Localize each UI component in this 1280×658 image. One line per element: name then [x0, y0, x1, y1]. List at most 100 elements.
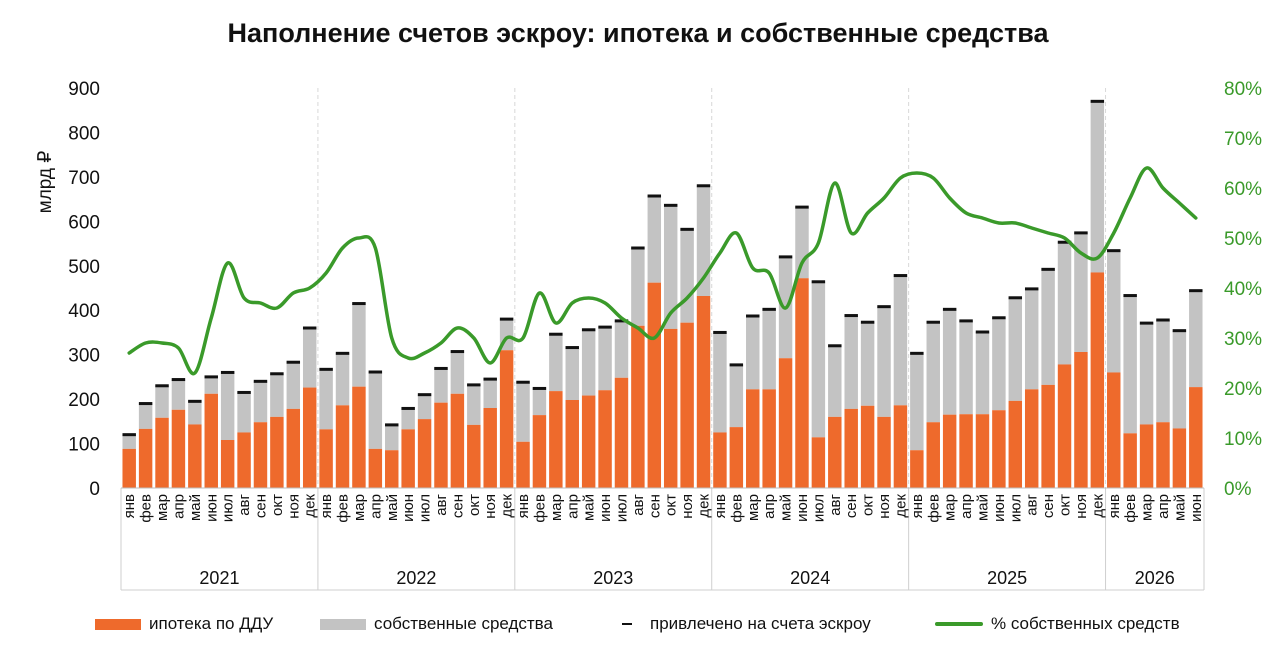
legend-item-share: % собственных средств: [935, 614, 1180, 634]
month-label: ноя: [1073, 494, 1090, 519]
bar-own: [532, 388, 547, 416]
bar-mortgage: [138, 428, 153, 488]
y-tick-left: 200: [68, 390, 100, 411]
bar-mortgage: [992, 410, 1006, 488]
bar-own: [450, 351, 465, 394]
bar-own: [746, 316, 760, 390]
bar-own: [811, 281, 826, 438]
bar-own: [598, 327, 612, 391]
month-label: янв: [515, 494, 532, 518]
bar-mortgage: [1123, 433, 1137, 488]
bar-own: [565, 347, 579, 400]
bar-mortgage: [598, 390, 612, 488]
month-label: сен: [1040, 494, 1057, 518]
bar-mortgage: [220, 440, 235, 488]
x-axis: янв фев мар апр май июн июл авг сен окт ноя дек янв ф…: [120, 487, 1205, 591]
month-label: авг: [433, 493, 450, 515]
bar-own: [1041, 269, 1055, 385]
bar-mortgage: [549, 391, 563, 488]
month-label: фев: [728, 494, 745, 523]
month-label: апр: [367, 494, 384, 519]
bar-mortgage: [352, 386, 366, 488]
bar-mortgage: [450, 393, 465, 488]
share-line-path: [127, 166, 1198, 376]
month-label: окт: [269, 494, 286, 516]
month-label: мар: [351, 494, 368, 521]
bar-mortgage: [959, 414, 973, 488]
legend-label-share: % собственных средств: [991, 614, 1180, 633]
year-label: 2024: [790, 568, 830, 588]
bar-mortgage: [188, 424, 202, 488]
y-tick-left: 400: [68, 301, 100, 322]
bar-mortgage: [565, 400, 579, 488]
month-label: июл: [417, 494, 434, 522]
bar-own: [385, 424, 399, 451]
month-label: июл: [613, 494, 630, 522]
bar-mortgage: [631, 325, 645, 488]
bar-own: [959, 320, 973, 415]
month-label: апр: [170, 494, 187, 519]
bar-mortgage: [975, 414, 990, 488]
month-label: окт: [663, 494, 680, 516]
month-label: апр: [761, 494, 778, 519]
year-label: 2026: [1135, 568, 1175, 588]
bar-own: [647, 196, 662, 283]
bar-own: [1107, 250, 1121, 373]
month-label: июн: [1188, 494, 1205, 522]
bar-own: [729, 364, 744, 428]
legend-item-total: привлечено на счета эскроу: [612, 614, 871, 634]
month-label: апр: [958, 494, 975, 519]
bar-mortgage: [1189, 387, 1203, 488]
month-label: мар: [1139, 494, 1156, 521]
bar-own: [401, 408, 415, 430]
bar-own: [253, 381, 268, 423]
y-tick-right: 40%: [1224, 279, 1262, 300]
bar-mortgage: [811, 437, 826, 488]
bar-mortgage: [778, 358, 793, 488]
year-label: 2021: [199, 568, 239, 588]
y-axis-left: 0 100 200 300 400 500 600 700 800 900: [68, 79, 100, 500]
bar-own: [368, 372, 383, 449]
bar-own: [237, 392, 251, 433]
bar-mortgage: [729, 427, 744, 488]
bar-own: [220, 372, 235, 440]
bar-mortgage: [1090, 272, 1105, 488]
legend-item-mortgage: ипотека по ДДУ: [95, 614, 273, 634]
bar-own: [926, 322, 940, 423]
y-tick-right: 30%: [1224, 329, 1262, 350]
month-label: мар: [745, 494, 762, 521]
bar-own: [549, 334, 563, 392]
bar-own: [138, 403, 153, 429]
bar-own: [434, 368, 448, 403]
month-label: фев: [925, 494, 942, 523]
month-label: авг: [630, 493, 647, 515]
bar-own: [828, 345, 842, 417]
bar-own: [516, 382, 530, 442]
bar-mortgage: [1074, 352, 1088, 488]
month-label: апр: [564, 494, 581, 519]
month-label: май: [1171, 494, 1188, 521]
month-label: мар: [154, 494, 171, 521]
bar-mortgage: [910, 450, 924, 488]
month-label: фев: [1122, 494, 1139, 523]
month-label: окт: [860, 494, 877, 516]
legend-item-own: собственные средства: [320, 614, 553, 634]
month-label: май: [581, 494, 598, 521]
bar-own: [171, 379, 186, 410]
y-tick-left: 800: [68, 123, 100, 144]
bar-own: [762, 309, 776, 390]
bar-own: [467, 384, 481, 425]
bar-mortgage: [877, 416, 891, 488]
month-label: май: [974, 494, 991, 521]
bar-own: [1024, 288, 1039, 390]
y-tick-right: 60%: [1224, 179, 1262, 200]
y-tick-left: 900: [68, 79, 100, 100]
legend-label-mortgage: ипотека по ДДУ: [149, 614, 274, 633]
bar-own: [483, 379, 497, 408]
bar-own: [860, 322, 875, 406]
bar-mortgage: [680, 322, 694, 488]
y-tick-right: 80%: [1224, 79, 1262, 100]
y-axis-right: 0% 10% 20% 30% 40% 50% 60% 70% 80%: [1224, 79, 1262, 500]
bar-mortgage: [368, 448, 383, 488]
bar-own: [844, 315, 858, 409]
